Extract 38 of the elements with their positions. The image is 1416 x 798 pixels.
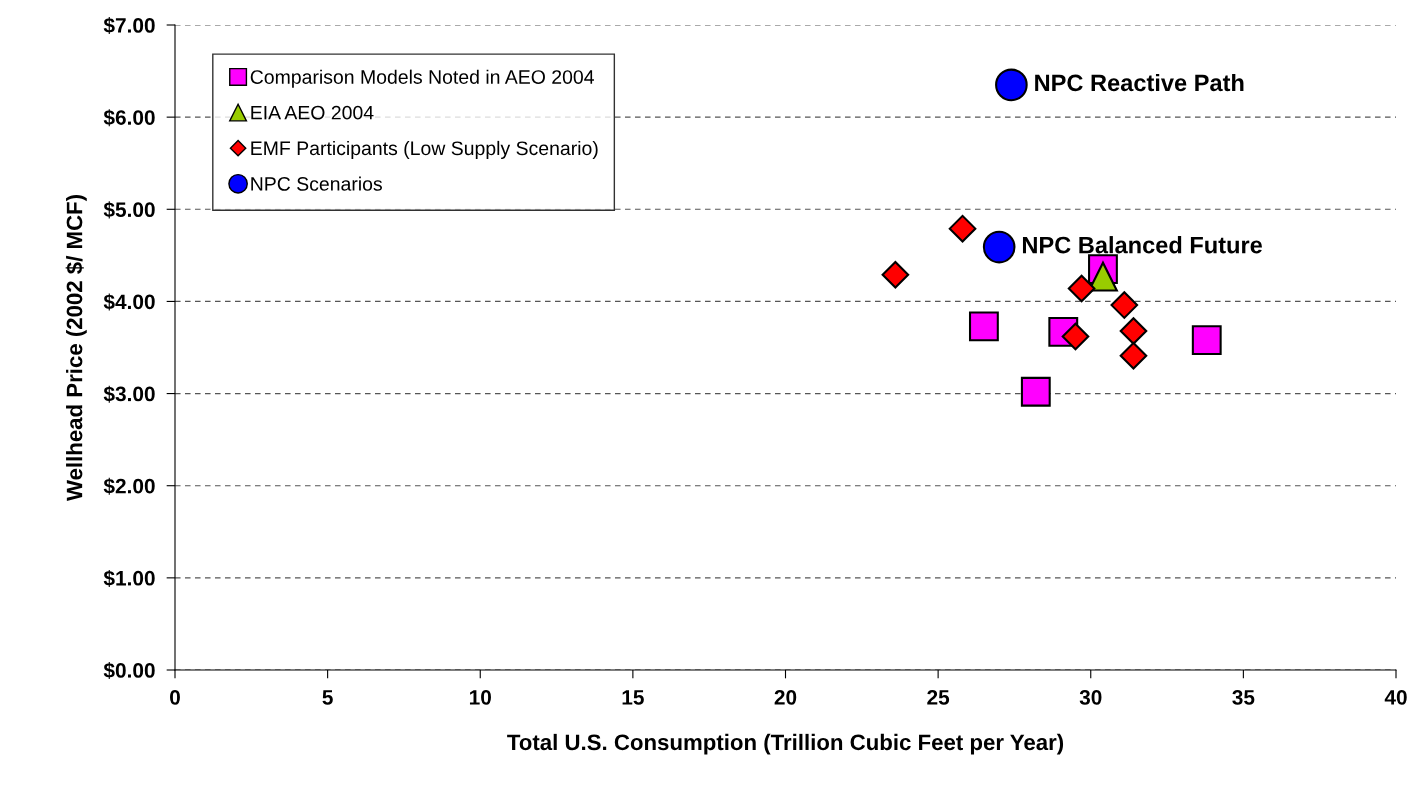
y-tick-label: $0.00 (103, 662, 155, 680)
annotation: NPC Reactive Path (1035, 73, 1244, 92)
point (948, 214, 977, 243)
point (1020, 376, 1051, 407)
point (982, 230, 1016, 264)
legend-label: Comparison Models Noted in AEO 2004 (250, 69, 594, 88)
point (1067, 274, 1096, 303)
x-tick-label: 40 (1384, 689, 1407, 705)
point (968, 311, 999, 342)
y-axis-title: Wellhead Price (2002 $/ MCF) (65, 195, 87, 502)
point (1119, 317, 1148, 345)
y-tick-label: $4.00 (103, 293, 155, 311)
x-tick-label: 30 (1079, 689, 1102, 705)
x-tick-label: 0 (170, 689, 180, 705)
point (1110, 291, 1139, 319)
point (1119, 341, 1148, 370)
y-tick-label: $2.00 (103, 477, 155, 495)
point (1088, 261, 1118, 292)
y-tick-label: $7.00 (103, 17, 155, 35)
y-tick-label: $3.00 (103, 385, 155, 403)
x-tick-label: 25 (927, 689, 950, 705)
point (881, 260, 910, 289)
point (1191, 325, 1222, 356)
point (1061, 322, 1090, 351)
x-tick-label: 10 (469, 689, 491, 705)
x-axis-title: Total U.S. Consumption (Trillion Cubic Feet per Year) (507, 733, 1064, 755)
annotation: NPC Balanced Future (1022, 236, 1262, 254)
x-tick-label: 5 (322, 690, 333, 705)
y-tick-label: $6.00 (103, 109, 155, 127)
y-tick-label: $1.00 (103, 569, 155, 587)
x-tick-label: 35 (1232, 689, 1255, 705)
x-tick-label: 20 (774, 689, 797, 705)
legend-label: NPC Scenarios (251, 176, 382, 191)
legend-label: EMF Participants (Low Supply Scenario) (251, 140, 598, 160)
x-tick-label: 15 (622, 690, 644, 705)
legend-label: EIA AEO 2004 (251, 105, 374, 120)
y-tick-label: $5.00 (103, 201, 155, 219)
point (995, 68, 1028, 102)
